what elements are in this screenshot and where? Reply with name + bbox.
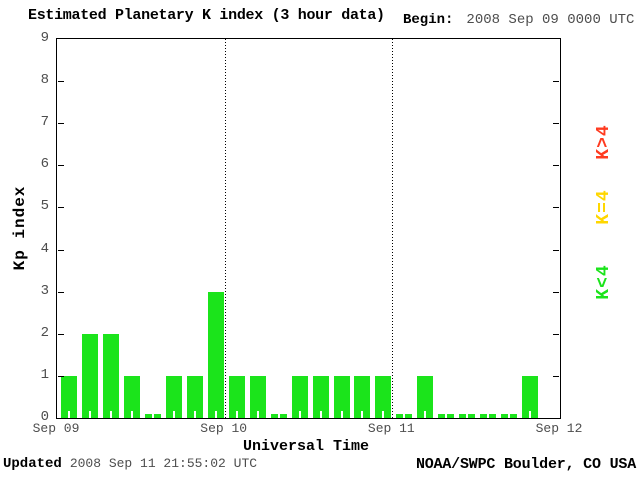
- y-tick-label: 6: [40, 156, 49, 172]
- updated-value: 2008 Sep 11 21:55:02 UTC: [69, 456, 258, 471]
- interval-tick-notch: [340, 411, 343, 418]
- y-tick-label: 3: [40, 283, 49, 299]
- interval-tick-notch: [109, 411, 112, 418]
- day-gridline: [225, 39, 226, 418]
- interval-tick-notch: [193, 411, 196, 418]
- kp-bar: [291, 376, 308, 418]
- interval-tick-notch: [235, 411, 238, 418]
- legend-item-k-4: K>4: [594, 124, 614, 160]
- x-tick-label: Sep 12: [535, 421, 583, 436]
- interval-tick-notch: [403, 414, 406, 418]
- interval-tick-notch: [319, 411, 322, 418]
- legend-item-k-4: K<4: [594, 264, 614, 300]
- updated-timestamp: Updated 2008 Sep 11 21:55:02 UTC: [3, 456, 257, 472]
- y-tick-mark: [58, 165, 64, 166]
- y-tick-mark: [58, 292, 64, 293]
- kp-bar: [123, 376, 140, 418]
- begin-value: 2008 Sep 09 0000 UTC: [466, 12, 635, 28]
- interval-tick-notch: [151, 414, 154, 418]
- begin-label: Begin:: [403, 12, 454, 28]
- kp-bar: [82, 334, 98, 418]
- y-tick-mark: [553, 292, 559, 293]
- kp-bar: [165, 376, 182, 418]
- interval-tick-notch: [445, 414, 448, 418]
- x-tick-label: Sep 10: [200, 421, 248, 436]
- y-tick-label: 7: [40, 114, 49, 130]
- interval-tick-notch: [382, 411, 385, 418]
- x-axis-title: Universal Time: [242, 438, 370, 455]
- kp-bar: [459, 414, 476, 418]
- y-tick-mark: [553, 334, 559, 335]
- kp-bar: [501, 414, 518, 418]
- kp-bar: [333, 376, 350, 418]
- interval-tick-notch: [487, 414, 490, 418]
- y-tick-mark: [553, 376, 559, 377]
- interval-tick-notch: [172, 411, 175, 418]
- kp-bar: [417, 376, 434, 418]
- kp-bar: [522, 376, 539, 418]
- y-tick-label: 5: [40, 198, 49, 214]
- interval-tick-notch: [256, 411, 259, 418]
- y-tick-mark: [553, 165, 559, 166]
- y-tick-mark: [553, 81, 559, 82]
- interval-tick-notch: [277, 414, 280, 418]
- interval-tick-notch: [298, 411, 301, 418]
- y-tick-label: 4: [40, 241, 49, 257]
- kp-bar: [354, 376, 371, 418]
- plot-area: [56, 38, 561, 419]
- y-tick-mark: [553, 123, 559, 124]
- y-tick-label: 1: [40, 367, 49, 383]
- kp-bar: [228, 376, 245, 418]
- x-tick-label: Sep 11: [367, 421, 415, 436]
- y-tick-label: 0: [40, 409, 49, 425]
- kp-bar: [270, 414, 287, 418]
- interval-tick-notch: [361, 411, 364, 418]
- kp-bar: [480, 414, 497, 418]
- day-gridline: [392, 39, 393, 418]
- updated-label: Updated: [3, 456, 62, 472]
- interval-tick-notch: [508, 414, 511, 418]
- interval-tick-notch: [89, 411, 91, 418]
- kp-bar: [102, 334, 119, 418]
- kp-bar: [375, 376, 392, 418]
- credit-text: NOAA/SWPC Boulder, CO USA: [415, 456, 636, 473]
- y-tick-mark: [58, 376, 64, 377]
- interval-tick-notch: [466, 414, 469, 418]
- chart-title: Estimated Planetary K index (3 hour data…: [28, 7, 385, 24]
- y-tick-mark: [58, 250, 64, 251]
- y-tick-label: 2: [40, 325, 49, 341]
- kp-bar: [249, 376, 266, 418]
- kp-bar: [207, 292, 224, 418]
- kp-bar: [144, 414, 161, 418]
- kp-bar: [438, 414, 455, 418]
- y-tick-mark: [58, 81, 64, 82]
- y-tick-label: 8: [40, 72, 49, 88]
- y-tick-label: 9: [40, 30, 49, 46]
- y-tick-mark: [553, 207, 559, 208]
- kp-bar: [396, 414, 413, 418]
- interval-tick-notch: [529, 411, 532, 418]
- interval-tick-notch: [130, 411, 133, 418]
- kp-bar: [312, 376, 329, 418]
- kp-bar: [61, 376, 77, 418]
- y-tick-mark: [58, 334, 64, 335]
- begin-time: Begin: 2008 Sep 09 0000 UTC: [403, 12, 634, 28]
- legend-item-k-4: K=4: [594, 189, 614, 225]
- y-tick-mark: [58, 207, 64, 208]
- interval-tick-notch: [424, 411, 427, 418]
- kp-bar: [186, 376, 203, 418]
- y-tick-mark: [58, 123, 64, 124]
- x-tick-label: Sep 09: [32, 421, 80, 436]
- interval-tick-notch: [214, 411, 217, 418]
- interval-tick-notch: [68, 411, 70, 418]
- y-tick-mark: [553, 250, 559, 251]
